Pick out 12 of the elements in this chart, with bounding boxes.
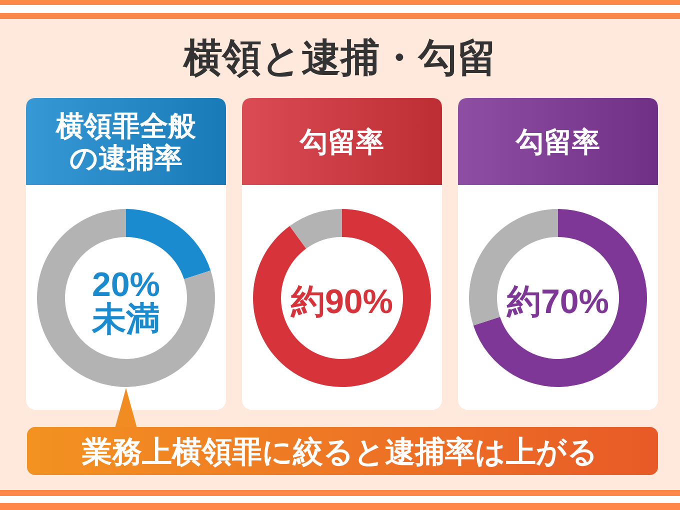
donut-slice <box>473 209 647 387</box>
donut-slice <box>253 209 431 387</box>
text: 業務上横領罪に絞ると逮捕率は上がる <box>81 434 598 469</box>
chart-title: 勾留率 <box>515 126 600 158</box>
text: 約90% <box>290 283 394 322</box>
chart-title: 横領罪全般の逮捕率 <box>55 110 197 174</box>
text: 約70% <box>506 283 610 322</box>
text: 横領と逮捕・勾留 <box>182 37 496 80</box>
donut-slice <box>37 209 215 387</box>
chart-title: 勾留率 <box>299 126 384 158</box>
text: 20%未満 <box>91 266 160 339</box>
donut-slice <box>290 209 342 249</box>
